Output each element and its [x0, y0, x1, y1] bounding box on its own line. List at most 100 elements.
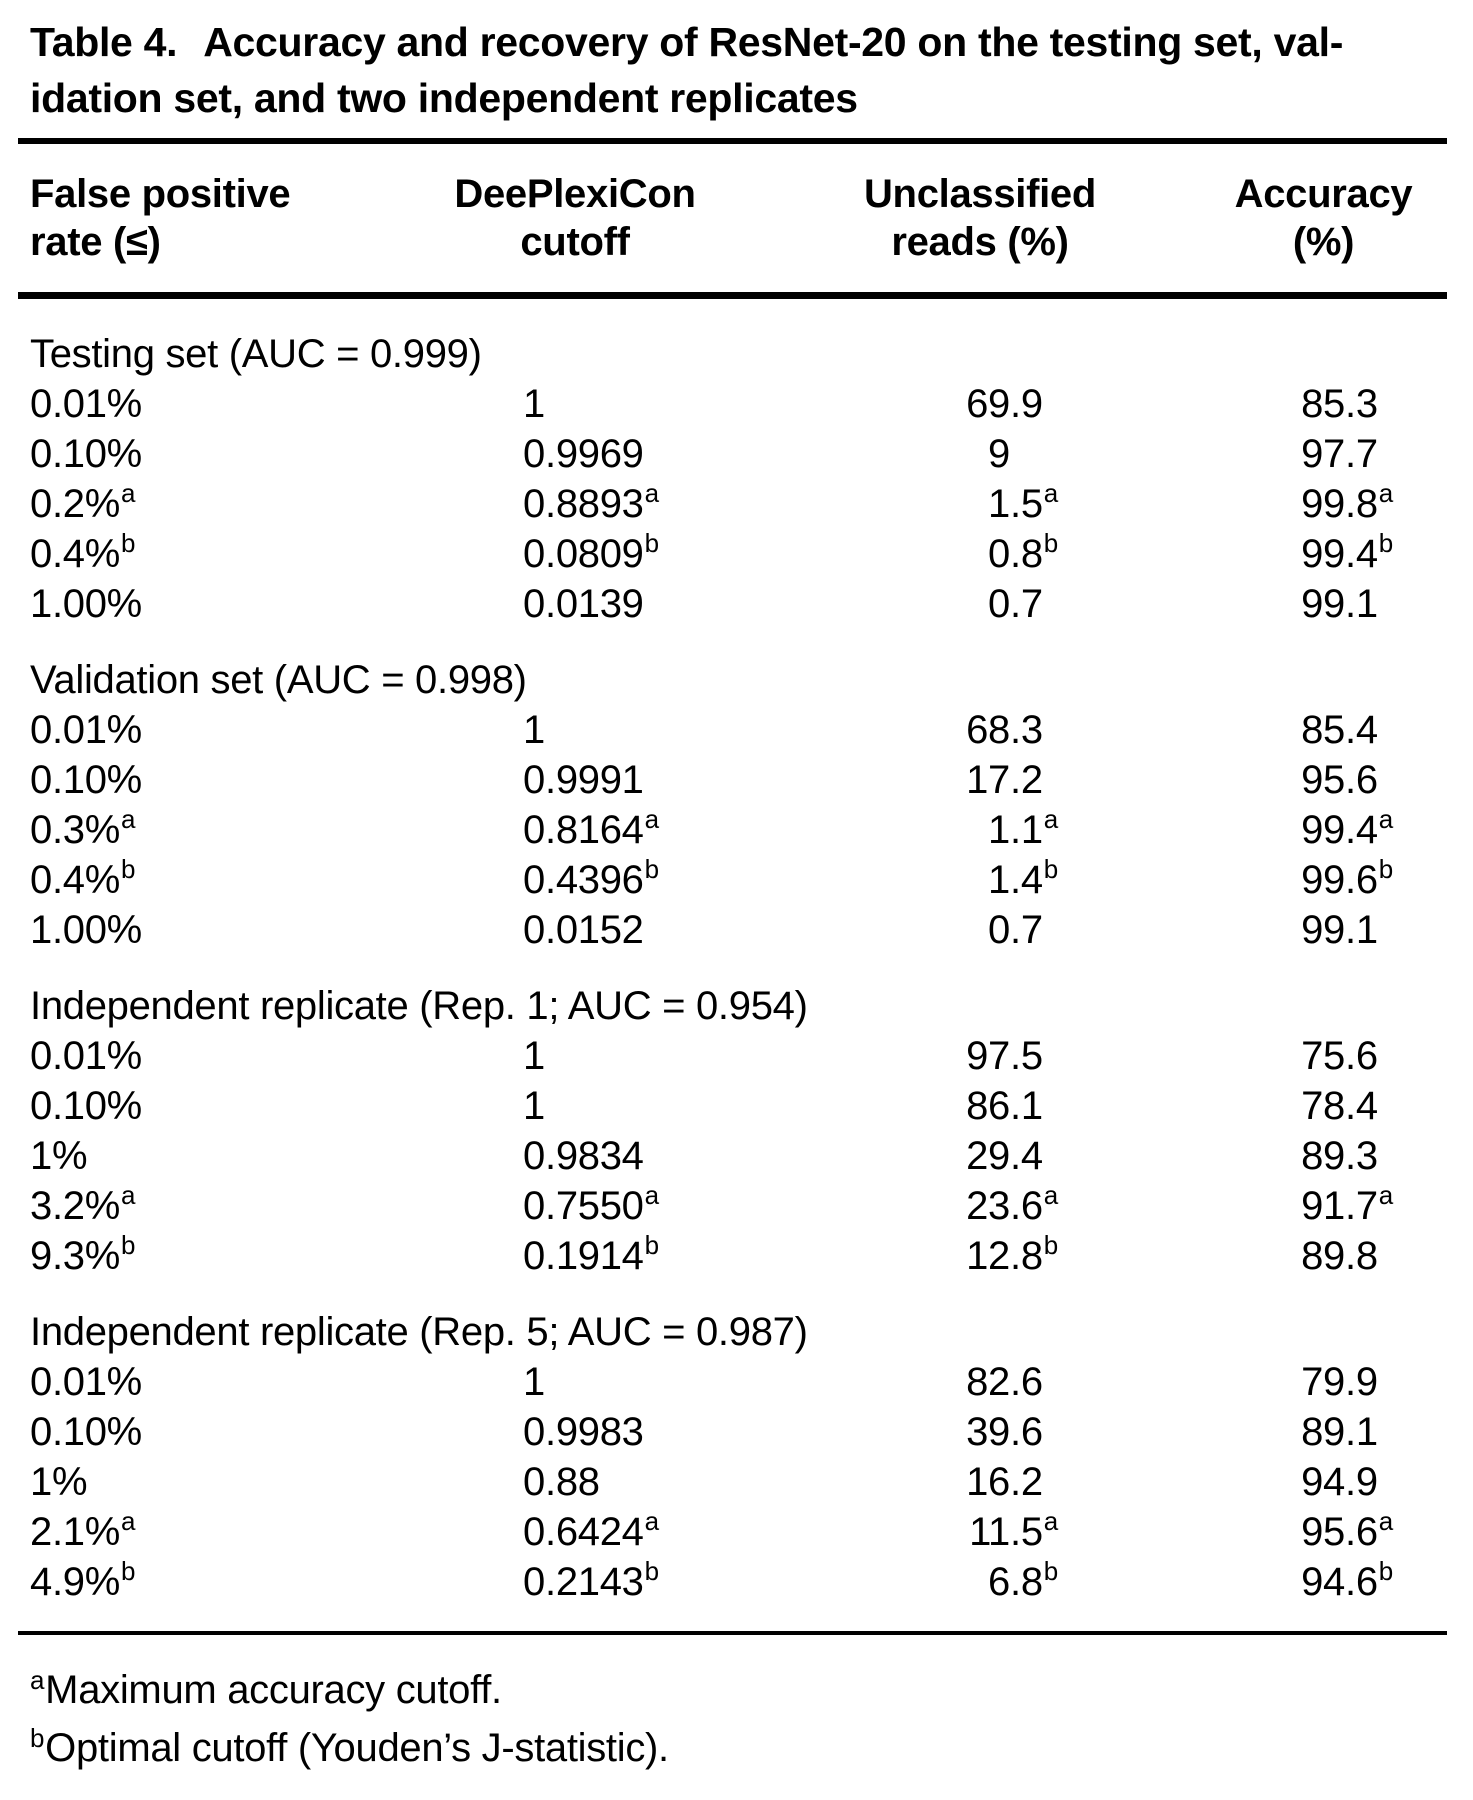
cutoff-cell: 0.4396b [523, 854, 659, 902]
column-header-accuracy-line1: Accuracy [1234, 172, 1413, 216]
table-row: 0.01% 1 69.9 85.3 [18, 379, 1447, 429]
column-header-unclassified-line2: reads (%) [891, 220, 1069, 264]
column-header-unclassified: Unclassified reads (%) [760, 170, 1200, 266]
cutoff-cell: 0.7550a [523, 1180, 659, 1228]
footnote-marker-superscript: b [120, 854, 136, 884]
fpr-cell: 1% [30, 1460, 88, 1504]
footnote-marker-superscript: a [120, 478, 136, 508]
unclassified-cell: 11.5a [969, 1506, 1058, 1554]
unclassified-cell: 1.5a [988, 478, 1058, 526]
accuracy-cell: 99.4b [1301, 528, 1393, 576]
accuracy-cell: 79.9 [1301, 1360, 1378, 1404]
unclassified-cell: 17.2 [966, 758, 1043, 802]
table-row: 0.3%a 0.8164a 1.1a 99.4a [18, 805, 1447, 855]
fpr-cell: 3.2%a [30, 1180, 136, 1228]
table-row: 4.9%b 0.2143b 6.8b 94.6b [18, 1557, 1447, 1607]
table-row: 0.01% 1 97.5 75.6 [18, 1031, 1447, 1081]
accuracy-cell: 95.6 [1301, 758, 1378, 802]
table-row: 0.4%b 0.4396b 1.4b 99.6b [18, 855, 1447, 905]
accuracy-cell: 89.1 [1301, 1410, 1378, 1454]
footnote-marker-superscript: a [1378, 1506, 1393, 1536]
column-header-fpr-line1: False positive [30, 172, 291, 216]
accuracy-cell: 89.8 [1301, 1234, 1378, 1278]
caption-line-2: idation set, and two independent replica… [30, 75, 858, 121]
unclassified-cell: 0.7 [988, 908, 1043, 952]
fpr-cell: 0.10% [30, 758, 142, 802]
unclassified-cell: 16.2 [966, 1460, 1043, 1504]
accuracy-cell: 78.4 [1301, 1084, 1378, 1128]
column-header-cutoff: DeePlexiCon cutoff [390, 170, 760, 266]
cutoff-cell: 0.8893a [523, 478, 659, 526]
fpr-cell: 4.9%b [30, 1556, 136, 1604]
table-rule-bottom [18, 1631, 1447, 1635]
fpr-cell: 2.1%a [30, 1506, 136, 1554]
footnote-marker-superscript: b [644, 1556, 659, 1586]
footnote-marker: b [30, 1723, 45, 1753]
footnote-marker-superscript: b [120, 1556, 136, 1586]
footnote-marker-superscript: b [1378, 528, 1393, 558]
footnotes: aMaximum accuracy cutoff. bOptimal cutof… [18, 1635, 1447, 1773]
table-row: 0.4%b 0.0809b 0.8b 99.4b [18, 529, 1447, 579]
unclassified-cell: 0.8b [988, 528, 1058, 576]
accuracy-cell: 99.8a [1301, 478, 1393, 526]
fpr-cell: 9.3%b [30, 1230, 136, 1278]
cutoff-cell: 1 [523, 1084, 545, 1128]
table-rule-mid [18, 292, 1447, 299]
footnote-marker-superscript: a [1043, 1506, 1058, 1536]
caption-line-1: Accuracy and recovery of ResNet-20 on th… [203, 19, 1344, 65]
table-row: 9.3%b 0.1914b 12.8b 89.8 [18, 1231, 1447, 1281]
column-header-cutoff-line2: cutoff [520, 220, 630, 264]
accuracy-cell: 85.3 [1301, 382, 1378, 426]
section-header: Independent replicate (Rep. 5; AUC = 0.9… [30, 1310, 808, 1354]
accuracy-cell: 94.9 [1301, 1460, 1378, 1504]
footnote-marker-superscript: b [120, 528, 136, 558]
footnote-marker-superscript: a [644, 1506, 659, 1536]
column-header-accuracy-line2: (%) [1292, 220, 1355, 264]
footnote-marker-superscript: b [1378, 1556, 1393, 1586]
unclassified-cell: 68.3 [966, 708, 1043, 752]
column-header-fpr-line2: rate (≤) [30, 220, 161, 264]
footnote: bOptimal cutoff (Youden’s J-statistic). [30, 1723, 1447, 1773]
footnote-marker-superscript: b [644, 1230, 659, 1260]
footnote-marker-superscript: a [1043, 478, 1058, 508]
accuracy-cell: 99.6b [1301, 854, 1393, 902]
fpr-cell: 1% [30, 1134, 88, 1178]
unclassified-cell: 9 [988, 432, 1010, 476]
footnote-marker-superscript: b [120, 1230, 136, 1260]
table-body: Testing set (AUC = 0.999) 0.01% 1 69.9 85.3 0… [18, 299, 1447, 1607]
cutoff-cell: 1 [523, 382, 545, 426]
unclassified-cell: 0.7 [988, 582, 1043, 626]
accuracy-cell: 99.4a [1301, 804, 1393, 852]
fpr-cell: 0.10% [30, 1084, 142, 1128]
cutoff-cell: 0.0139 [523, 582, 644, 626]
accuracy-cell: 89.3 [1301, 1134, 1378, 1178]
table-row: 0.01% 1 68.3 85.4 [18, 705, 1447, 755]
accuracy-cell: 75.6 [1301, 1034, 1378, 1078]
cutoff-cell: 1 [523, 708, 545, 752]
unclassified-cell: 69.9 [966, 382, 1043, 426]
footnote-marker-superscript: a [120, 804, 136, 834]
unclassified-cell: 86.1 [966, 1084, 1043, 1128]
footnote-marker-superscript: b [1043, 1556, 1058, 1586]
fpr-cell: 1.00% [30, 582, 142, 626]
footnote-marker-superscript: a [644, 1180, 659, 1210]
unclassified-cell: 39.6 [966, 1410, 1043, 1454]
table-row: 0.10% 0.9969 9 97.7 [18, 429, 1447, 479]
table-row: 0.2%a 0.8893a 1.5a 99.8a [18, 479, 1447, 529]
cutoff-cell: 0.88 [523, 1460, 600, 1504]
table-row: 0.10% 0.9991 17.2 95.6 [18, 755, 1447, 805]
column-header-fpr: False positive rate (≤) [18, 170, 390, 266]
cutoff-cell: 0.9991 [523, 758, 644, 802]
accuracy-cell: 99.1 [1301, 582, 1378, 626]
table-row: 0.10% 0.9983 39.6 89.1 [18, 1407, 1447, 1457]
cutoff-cell: 0.0152 [523, 908, 644, 952]
unclassified-cell: 29.4 [966, 1134, 1043, 1178]
cutoff-cell: 0.9969 [523, 432, 644, 476]
table-row: 1% 0.88 16.2 94.9 [18, 1457, 1447, 1507]
footnote: aMaximum accuracy cutoff. [30, 1665, 1447, 1715]
fpr-cell: 0.01% [30, 382, 142, 426]
footnote-marker-superscript: a [120, 1506, 136, 1536]
footnote-marker-superscript: a [1378, 804, 1393, 834]
cutoff-cell: 0.0809b [523, 528, 659, 576]
accuracy-cell: 99.1 [1301, 908, 1378, 952]
